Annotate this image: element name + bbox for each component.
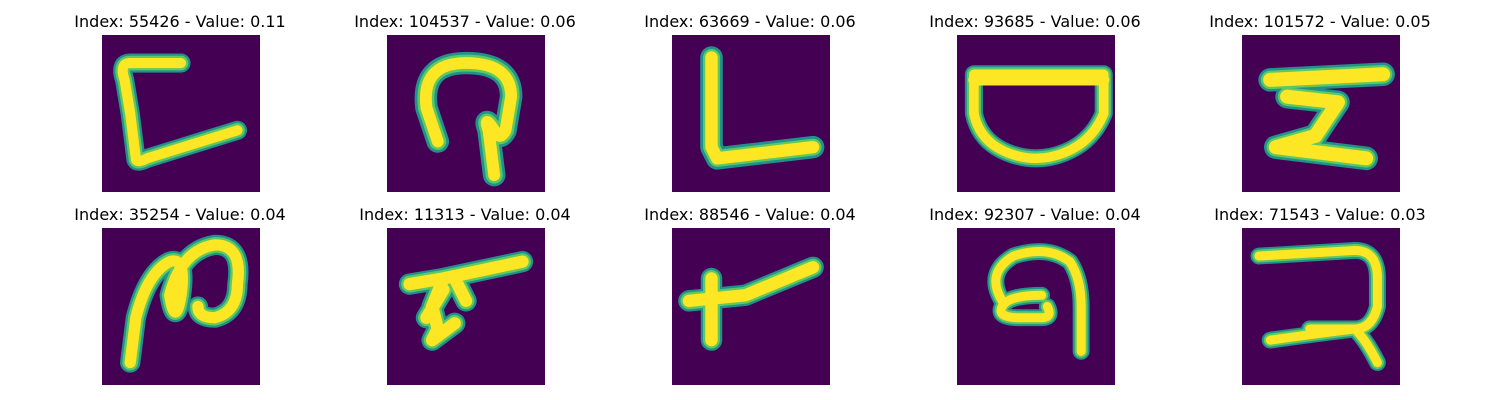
sample-panel-4: Index: 93685 - Value: 0.06	[895, 12, 1175, 192]
panel-title: Index: 63669 - Value: 0.06	[644, 12, 856, 31]
panel-title: Index: 104537 - Value: 0.06	[354, 12, 576, 31]
sample-panel-8: Index: 88546 - Value: 0.04	[610, 205, 890, 385]
glyph-image-slanted-bar	[387, 228, 545, 385]
sample-panel-7: Index: 11313 - Value: 0.04	[325, 205, 605, 385]
glyph-image-spiral-hook	[957, 228, 1115, 385]
panel-title: Index: 88546 - Value: 0.04	[644, 205, 856, 224]
panel-title: Index: 92307 - Value: 0.04	[929, 205, 1141, 224]
sample-panel-5: Index: 101572 - Value: 0.05	[1180, 12, 1460, 192]
sample-panel-9: Index: 92307 - Value: 0.04	[895, 205, 1175, 385]
panel-title: Index: 101572 - Value: 0.05	[1209, 12, 1431, 31]
sample-panel-1: Index: 55426 - Value: 0.11	[40, 12, 320, 192]
glyph-image-letter-l	[672, 35, 830, 192]
sample-panel-10: Index: 71543 - Value: 0.03	[1180, 205, 1460, 385]
sample-panel-2: Index: 104537 - Value: 0.06	[325, 12, 605, 192]
glyph-image-loop-s	[102, 228, 260, 385]
glyph-image-reverse-c	[1242, 228, 1400, 385]
glyph-image-hook-arch	[387, 35, 545, 192]
glyph-image-z-bar	[1242, 35, 1400, 192]
sample-panel-6: Index: 35254 - Value: 0.04	[40, 205, 320, 385]
glyph-image-bracket-left	[102, 35, 260, 192]
panel-title: Index: 71543 - Value: 0.03	[1214, 205, 1426, 224]
panel-title: Index: 35254 - Value: 0.04	[74, 205, 286, 224]
glyph-image-cross-slant	[672, 228, 830, 385]
glyph-image-bowl	[957, 35, 1115, 192]
sample-panel-3: Index: 63669 - Value: 0.06	[610, 12, 890, 192]
panel-title: Index: 11313 - Value: 0.04	[359, 205, 571, 224]
panel-title: Index: 93685 - Value: 0.06	[929, 12, 1141, 31]
panel-title: Index: 55426 - Value: 0.11	[74, 12, 286, 31]
